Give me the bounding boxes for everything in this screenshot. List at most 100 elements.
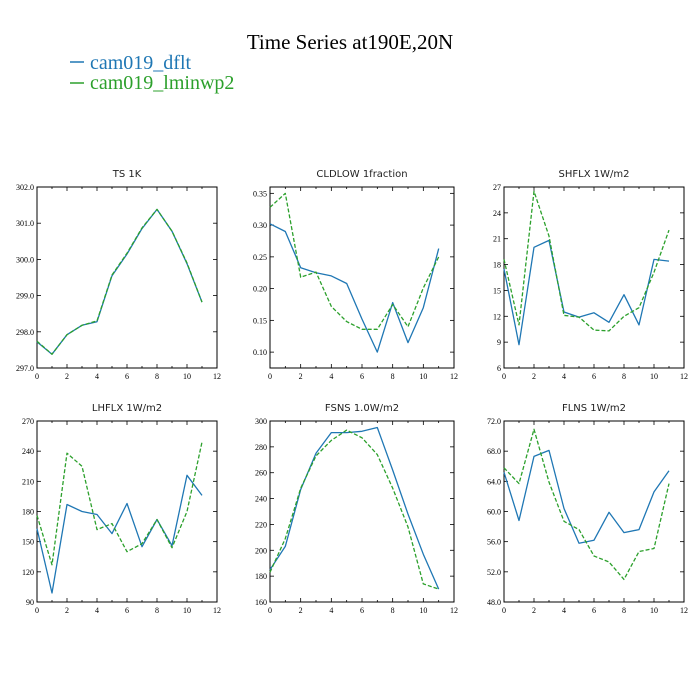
y-tick-label: 200 (255, 546, 267, 555)
x-tick-label: 8 (155, 606, 159, 615)
y-tick-label: 300 (255, 417, 267, 426)
y-tick-label: 24 (493, 209, 501, 218)
x-tick-label: 10 (650, 372, 658, 381)
y-tick-label: 0.30 (253, 221, 267, 230)
x-tick-label: 2 (532, 606, 536, 615)
series-line-lminwp2 (36, 441, 203, 566)
x-tick-label: 12 (450, 606, 458, 615)
x-tick-label: 4 (329, 606, 333, 615)
x-tick-label: 10 (419, 372, 427, 381)
x-tick-label: 2 (65, 606, 69, 615)
series-line-dflt (503, 449, 670, 544)
y-tick-label: 120 (22, 568, 34, 577)
series-line-lminwp2 (269, 192, 440, 330)
x-tick-label: 0 (502, 372, 506, 381)
x-tick-label: 12 (213, 606, 221, 615)
y-tick-label: 52.0 (487, 568, 501, 577)
y-tick-label: 302.0 (16, 183, 34, 192)
y-tick-label: 0.20 (253, 285, 267, 294)
figure-title: Time Series at190E,20N (247, 30, 453, 54)
series-line-dflt (36, 208, 203, 355)
panel-frame (269, 420, 455, 603)
series-line-lminwp2 (36, 208, 203, 355)
panel-title: LHFLX 1W/m2 (92, 403, 162, 414)
panel-title: TS 1K (112, 169, 142, 180)
x-tick-label: 12 (680, 372, 688, 381)
y-tick-label: 0.25 (253, 253, 267, 262)
x-tick-label: 0 (268, 372, 272, 381)
x-tick-label: 8 (391, 372, 395, 381)
y-tick-label: 240 (22, 447, 34, 456)
y-tick-label: 299.0 (16, 292, 34, 301)
y-tick-label: 180 (255, 572, 267, 581)
y-tick-label: 6 (497, 364, 501, 373)
panel-frame (503, 420, 685, 603)
series-line-lminwp2 (503, 428, 670, 581)
x-tick-label: 0 (268, 606, 272, 615)
y-tick-label: 160 (255, 598, 267, 607)
y-tick-label: 298.0 (16, 328, 34, 337)
y-tick-label: 60.0 (487, 508, 501, 517)
x-tick-label: 4 (95, 606, 99, 615)
y-tick-label: 240 (255, 495, 267, 504)
y-tick-label: 48.0 (487, 598, 501, 607)
x-tick-label: 6 (592, 372, 596, 381)
legend-label-dflt: cam019_dflt (90, 52, 192, 74)
y-tick-label: 90 (26, 598, 34, 607)
panel-frame (36, 186, 218, 369)
series-line-lminwp2 (503, 190, 670, 332)
x-tick-label: 0 (35, 606, 39, 615)
y-tick-label: 180 (22, 508, 34, 517)
x-tick-label: 2 (299, 606, 303, 615)
x-tick-label: 8 (622, 606, 626, 615)
y-tick-label: 12 (493, 312, 501, 321)
x-tick-label: 6 (125, 606, 129, 615)
x-tick-label: 2 (299, 372, 303, 381)
x-tick-label: 10 (183, 372, 191, 381)
x-tick-label: 4 (562, 606, 566, 615)
y-tick-label: 301.0 (16, 219, 34, 228)
x-tick-label: 0 (502, 606, 506, 615)
panel-5: FSNS 1.0W/m2 0 2 4 6 8 10 12 160 180 200 220 240 260 2… (255, 403, 458, 615)
y-tick-label: 300.0 (16, 255, 34, 264)
x-tick-label: 2 (532, 372, 536, 381)
y-tick-label: 280 (255, 443, 267, 452)
x-tick-label: 2 (65, 372, 69, 381)
x-tick-label: 4 (562, 372, 566, 381)
y-tick-label: 0.15 (253, 316, 267, 325)
series-line-lminwp2 (269, 429, 439, 590)
legend-label-lminwp2: cam019_lminwp2 (90, 72, 234, 94)
panel-title: FSNS 1.0W/m2 (325, 403, 399, 414)
series-line-dflt (269, 223, 440, 353)
x-tick-label: 8 (155, 372, 159, 381)
y-tick-label: 64.0 (487, 477, 501, 486)
x-tick-label: 8 (622, 372, 626, 381)
series-line-dflt (36, 474, 203, 594)
y-tick-label: 0.10 (253, 348, 267, 357)
x-tick-label: 12 (213, 372, 221, 381)
y-tick-label: 150 (22, 538, 34, 547)
panel-title: CLDLOW 1fraction (316, 169, 407, 180)
panel-title: SHFLX 1W/m2 (559, 169, 630, 180)
y-tick-label: 21 (493, 235, 501, 244)
x-tick-label: 12 (680, 606, 688, 615)
y-tick-label: 210 (22, 477, 34, 486)
x-tick-label: 4 (329, 372, 333, 381)
panel-2: CLDLOW 1fraction 0 2 4 6 8 10 12 0.10 0.15 0.20 0.2… (253, 169, 458, 381)
y-tick-label: 15 (493, 286, 501, 295)
series-line-dflt (269, 426, 440, 590)
x-tick-label: 0 (35, 372, 39, 381)
x-tick-label: 10 (183, 606, 191, 615)
x-tick-label: 8 (391, 606, 395, 615)
x-tick-label: 12 (450, 372, 458, 381)
y-tick-label: 9 (497, 338, 501, 347)
x-tick-label: 10 (650, 606, 658, 615)
x-tick-label: 6 (592, 606, 596, 615)
y-tick-label: 0.35 (253, 189, 267, 198)
y-tick-label: 68.0 (487, 447, 501, 456)
panel-frame (36, 420, 218, 603)
y-tick-label: 56.0 (487, 538, 501, 547)
panels: TS 1K0 2 4 6 8 10 12297.0298.0299.0300.0301.03… (16, 169, 688, 615)
panel-frame (269, 186, 455, 369)
